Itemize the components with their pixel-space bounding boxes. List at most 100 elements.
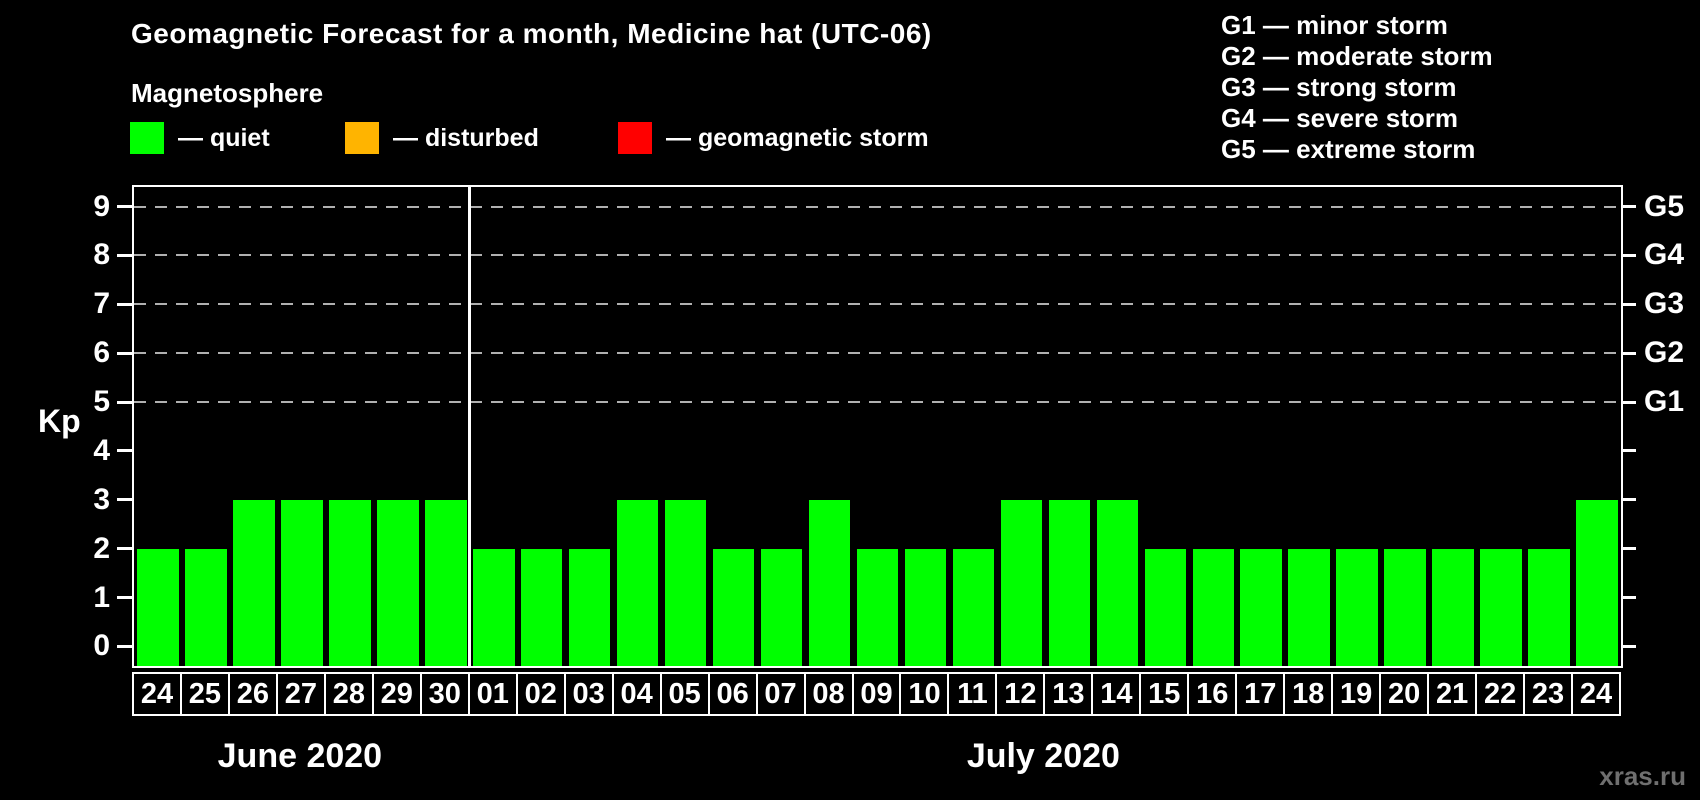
right-axis-tick [1621, 547, 1636, 551]
y-tick-label: 2 [93, 531, 110, 565]
y-tick-label: 0 [93, 629, 110, 663]
date-label: 29 [371, 672, 422, 716]
right-axis-tick [1621, 253, 1636, 257]
kp-bar-day-12 [1000, 499, 1043, 666]
y-tick-label: 9 [93, 189, 110, 223]
gridline-kp7 [134, 303, 1621, 306]
gridline-kp6 [134, 352, 1621, 355]
right-axis-tick [1621, 449, 1636, 453]
kp-bar-day-17 [1240, 548, 1282, 666]
left-axis-tick [117, 400, 132, 404]
kp-bar-day-10 [904, 548, 947, 666]
y-tick-label: 7 [93, 287, 110, 321]
month-label: July 2020 [966, 737, 1120, 775]
kp-bar-day-28 [329, 499, 371, 666]
kp-bar-day-14 [1096, 499, 1139, 666]
date-label: 04 [611, 672, 662, 716]
date-label: 06 [707, 672, 758, 716]
kp-bar-day-16 [1192, 548, 1235, 666]
date-label: 21 [1427, 672, 1478, 716]
kp-bar-day-07 [760, 548, 803, 666]
date-label: 07 [755, 672, 806, 716]
kp-bar-day-26 [233, 499, 275, 666]
kp-bar-day-03 [568, 548, 611, 666]
date-label: 15 [1139, 672, 1190, 716]
y-tick-label: 1 [93, 580, 110, 614]
date-label: 01 [467, 672, 518, 716]
kp-bar-day-11 [952, 548, 995, 666]
kp-bar-day-27 [281, 499, 323, 666]
legend-item-storm: — geomagnetic storm [618, 121, 929, 155]
plot-area [132, 185, 1623, 668]
y-tick-label: 5 [93, 385, 110, 419]
storm-scale-g1: G1 — minor storm [1221, 10, 1448, 40]
kp-bar-day-23 [1528, 548, 1570, 666]
right-axis-tick [1621, 498, 1636, 502]
right-axis-tick [1621, 351, 1636, 355]
date-label: 30 [419, 672, 470, 716]
kp-bar-day-15 [1144, 548, 1187, 666]
kp-bar-day-20 [1384, 548, 1426, 666]
date-label: 11 [947, 672, 998, 716]
left-axis-tick [117, 547, 132, 551]
date-label: 26 [227, 672, 278, 716]
kp-bar-day-25 [185, 548, 227, 666]
left-axis-tick [117, 596, 132, 600]
disturbed-color-swatch [345, 122, 379, 154]
date-label: 18 [1283, 672, 1334, 716]
left-axis-tick [117, 449, 132, 453]
g-scale-label-g4: G4 [1644, 238, 1685, 272]
left-axis-tick [117, 302, 132, 306]
storm-scale-legend: G1 — minor storm G2 — moderate storm G3 … [1221, 10, 1493, 165]
kp-bar-day-01 [473, 548, 515, 666]
legend-item-quiet: — quiet [130, 121, 270, 155]
g-scale-label-g2: G2 [1644, 336, 1685, 370]
kp-bar-day-21 [1432, 548, 1474, 666]
kp-bar-day-29 [377, 499, 419, 666]
date-label: 14 [1091, 672, 1142, 716]
date-label: 02 [515, 672, 566, 716]
left-axis-tick [117, 644, 132, 648]
right-axis-tick [1621, 644, 1636, 648]
y-tick-label: 3 [93, 482, 110, 516]
kp-bar-day-08 [808, 499, 851, 666]
date-label: 08 [803, 672, 854, 716]
kp-bar-day-18 [1288, 548, 1330, 666]
kp-bar-day-22 [1480, 548, 1522, 666]
storm-scale-g4: G4 — severe storm [1221, 103, 1459, 133]
kp-bar-day-05 [664, 499, 707, 666]
date-label: 16 [1187, 672, 1238, 716]
kp-bar-day-24 [137, 548, 179, 666]
y-tick-label: 4 [93, 433, 110, 467]
y-tick-label: 6 [93, 336, 110, 370]
month-separator-line [468, 187, 472, 666]
right-axis-tick [1621, 596, 1636, 600]
date-label: 22 [1475, 672, 1526, 716]
legend-item-disturbed: — disturbed [345, 121, 539, 155]
g-scale-label-g3: G3 [1644, 287, 1685, 321]
y-axis-title: Kp [38, 403, 81, 439]
date-label: 13 [1043, 672, 1094, 716]
month-label: June 2020 [217, 737, 383, 775]
storm-color-swatch [618, 122, 652, 154]
legend-title: Magnetosphere [131, 78, 324, 108]
g-scale-label-g5: G5 [1644, 189, 1685, 223]
left-axis-tick [117, 205, 132, 209]
watermark: xras.ru [1599, 761, 1686, 791]
page-title: Geomagnetic Forecast for a month, Medici… [131, 18, 932, 49]
date-label: 10 [899, 672, 950, 716]
date-label: 28 [323, 672, 374, 716]
legend-label-quiet: — quiet [178, 123, 270, 152]
y-tick-label: 8 [93, 238, 110, 272]
kp-bar-day-09 [856, 548, 899, 666]
kp-bar-day-24 [1576, 499, 1618, 666]
storm-scale-g3: G3 — strong storm [1221, 72, 1457, 102]
g-scale-label-g1: G1 [1644, 385, 1685, 419]
quiet-color-swatch [130, 122, 164, 154]
date-label: 25 [179, 672, 230, 716]
kp-bar-day-30 [425, 499, 467, 666]
storm-scale-g5: G5 — extreme storm [1221, 134, 1476, 164]
kp-bar-day-04 [616, 499, 659, 666]
right-axis-tick [1621, 205, 1636, 209]
